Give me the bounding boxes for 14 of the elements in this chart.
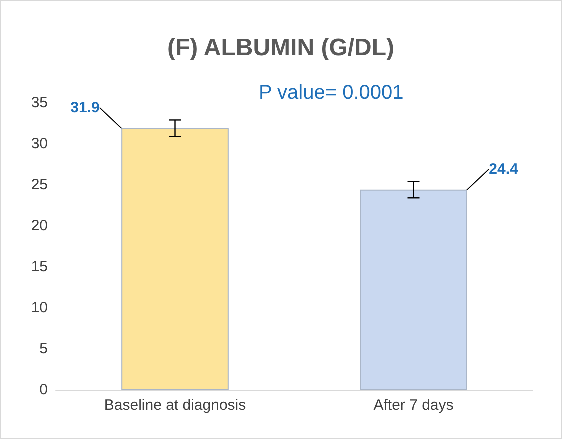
- data-label: 31.9: [70, 99, 100, 116]
- x-tick-label: After 7 days: [374, 397, 454, 414]
- y-tick-label: 35: [31, 94, 48, 112]
- annotation: P value= 0.0001: [259, 82, 404, 104]
- y-tick-label: 5: [40, 340, 48, 358]
- data-label: 24.4: [489, 160, 519, 178]
- x-tick-label: Baseline at diagnosis: [104, 397, 246, 414]
- chart-title: (F) ALBUMIN (G/DL): [167, 34, 395, 62]
- y-tick-label: 10: [31, 300, 48, 316]
- y-tick-label: 15: [31, 258, 48, 276]
- y-tick-label: 25: [31, 176, 48, 194]
- y-tick-label: 30: [31, 136, 48, 152]
- y-tick-label: 0: [40, 382, 48, 398]
- y-tick-label: 20: [31, 218, 48, 234]
